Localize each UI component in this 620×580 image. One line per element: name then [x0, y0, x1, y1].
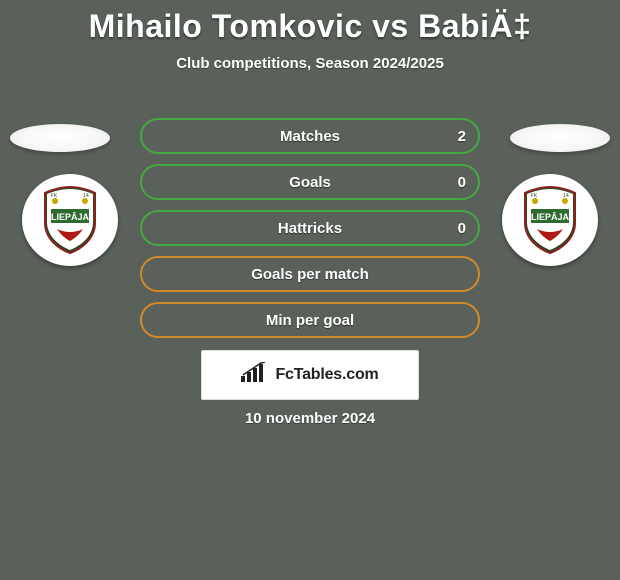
- stat-label: Min per goal: [266, 312, 354, 329]
- branding-box: FcTables.com: [201, 350, 419, 400]
- svg-text:FK: FK: [531, 193, 538, 199]
- bars-chart-icon: [241, 362, 269, 389]
- page-title: Mihailo Tomkovic vs BabiÄ‡: [0, 0, 620, 45]
- left-player-avatar-placeholder: [10, 124, 110, 152]
- right-club-badge: LIEPĀJA FK 14: [502, 174, 598, 266]
- stat-right-value: 0: [458, 174, 466, 191]
- branding-text: FcTables.com: [275, 366, 378, 384]
- stat-row-min-per-goal: Min per goal: [140, 302, 480, 338]
- svg-text:LIEPĀJA: LIEPĀJA: [531, 212, 570, 222]
- liepaja-crest-icon: LIEPĀJA FK 14: [33, 183, 107, 257]
- stat-row-matches: Matches 2: [140, 118, 480, 154]
- crest-text: LIEPĀJA: [51, 212, 90, 222]
- liepaja-crest-icon: LIEPĀJA FK 14: [513, 183, 587, 257]
- stat-row-goals: Goals 0: [140, 164, 480, 200]
- svg-text:14: 14: [563, 193, 569, 199]
- svg-text:FK: FK: [51, 193, 58, 199]
- stats-table: Matches 2 Goals 0 Hattricks 0 Goals per …: [140, 118, 480, 348]
- stat-row-hattricks: Hattricks 0: [140, 210, 480, 246]
- stat-label: Hattricks: [278, 220, 342, 237]
- page-subtitle: Club competitions, Season 2024/2025: [0, 55, 620, 72]
- svg-text:14: 14: [83, 193, 89, 199]
- right-player-avatar-placeholder: [510, 124, 610, 152]
- stat-right-value: 2: [458, 128, 466, 145]
- stat-label: Matches: [280, 128, 340, 145]
- stat-row-goals-per-match: Goals per match: [140, 256, 480, 292]
- footer-date: 10 november 2024: [0, 410, 620, 427]
- stat-label: Goals: [289, 174, 331, 191]
- left-club-badge: LIEPĀJA FK 14: [22, 174, 118, 266]
- stat-right-value: 0: [458, 220, 466, 237]
- stat-label: Goals per match: [251, 266, 369, 283]
